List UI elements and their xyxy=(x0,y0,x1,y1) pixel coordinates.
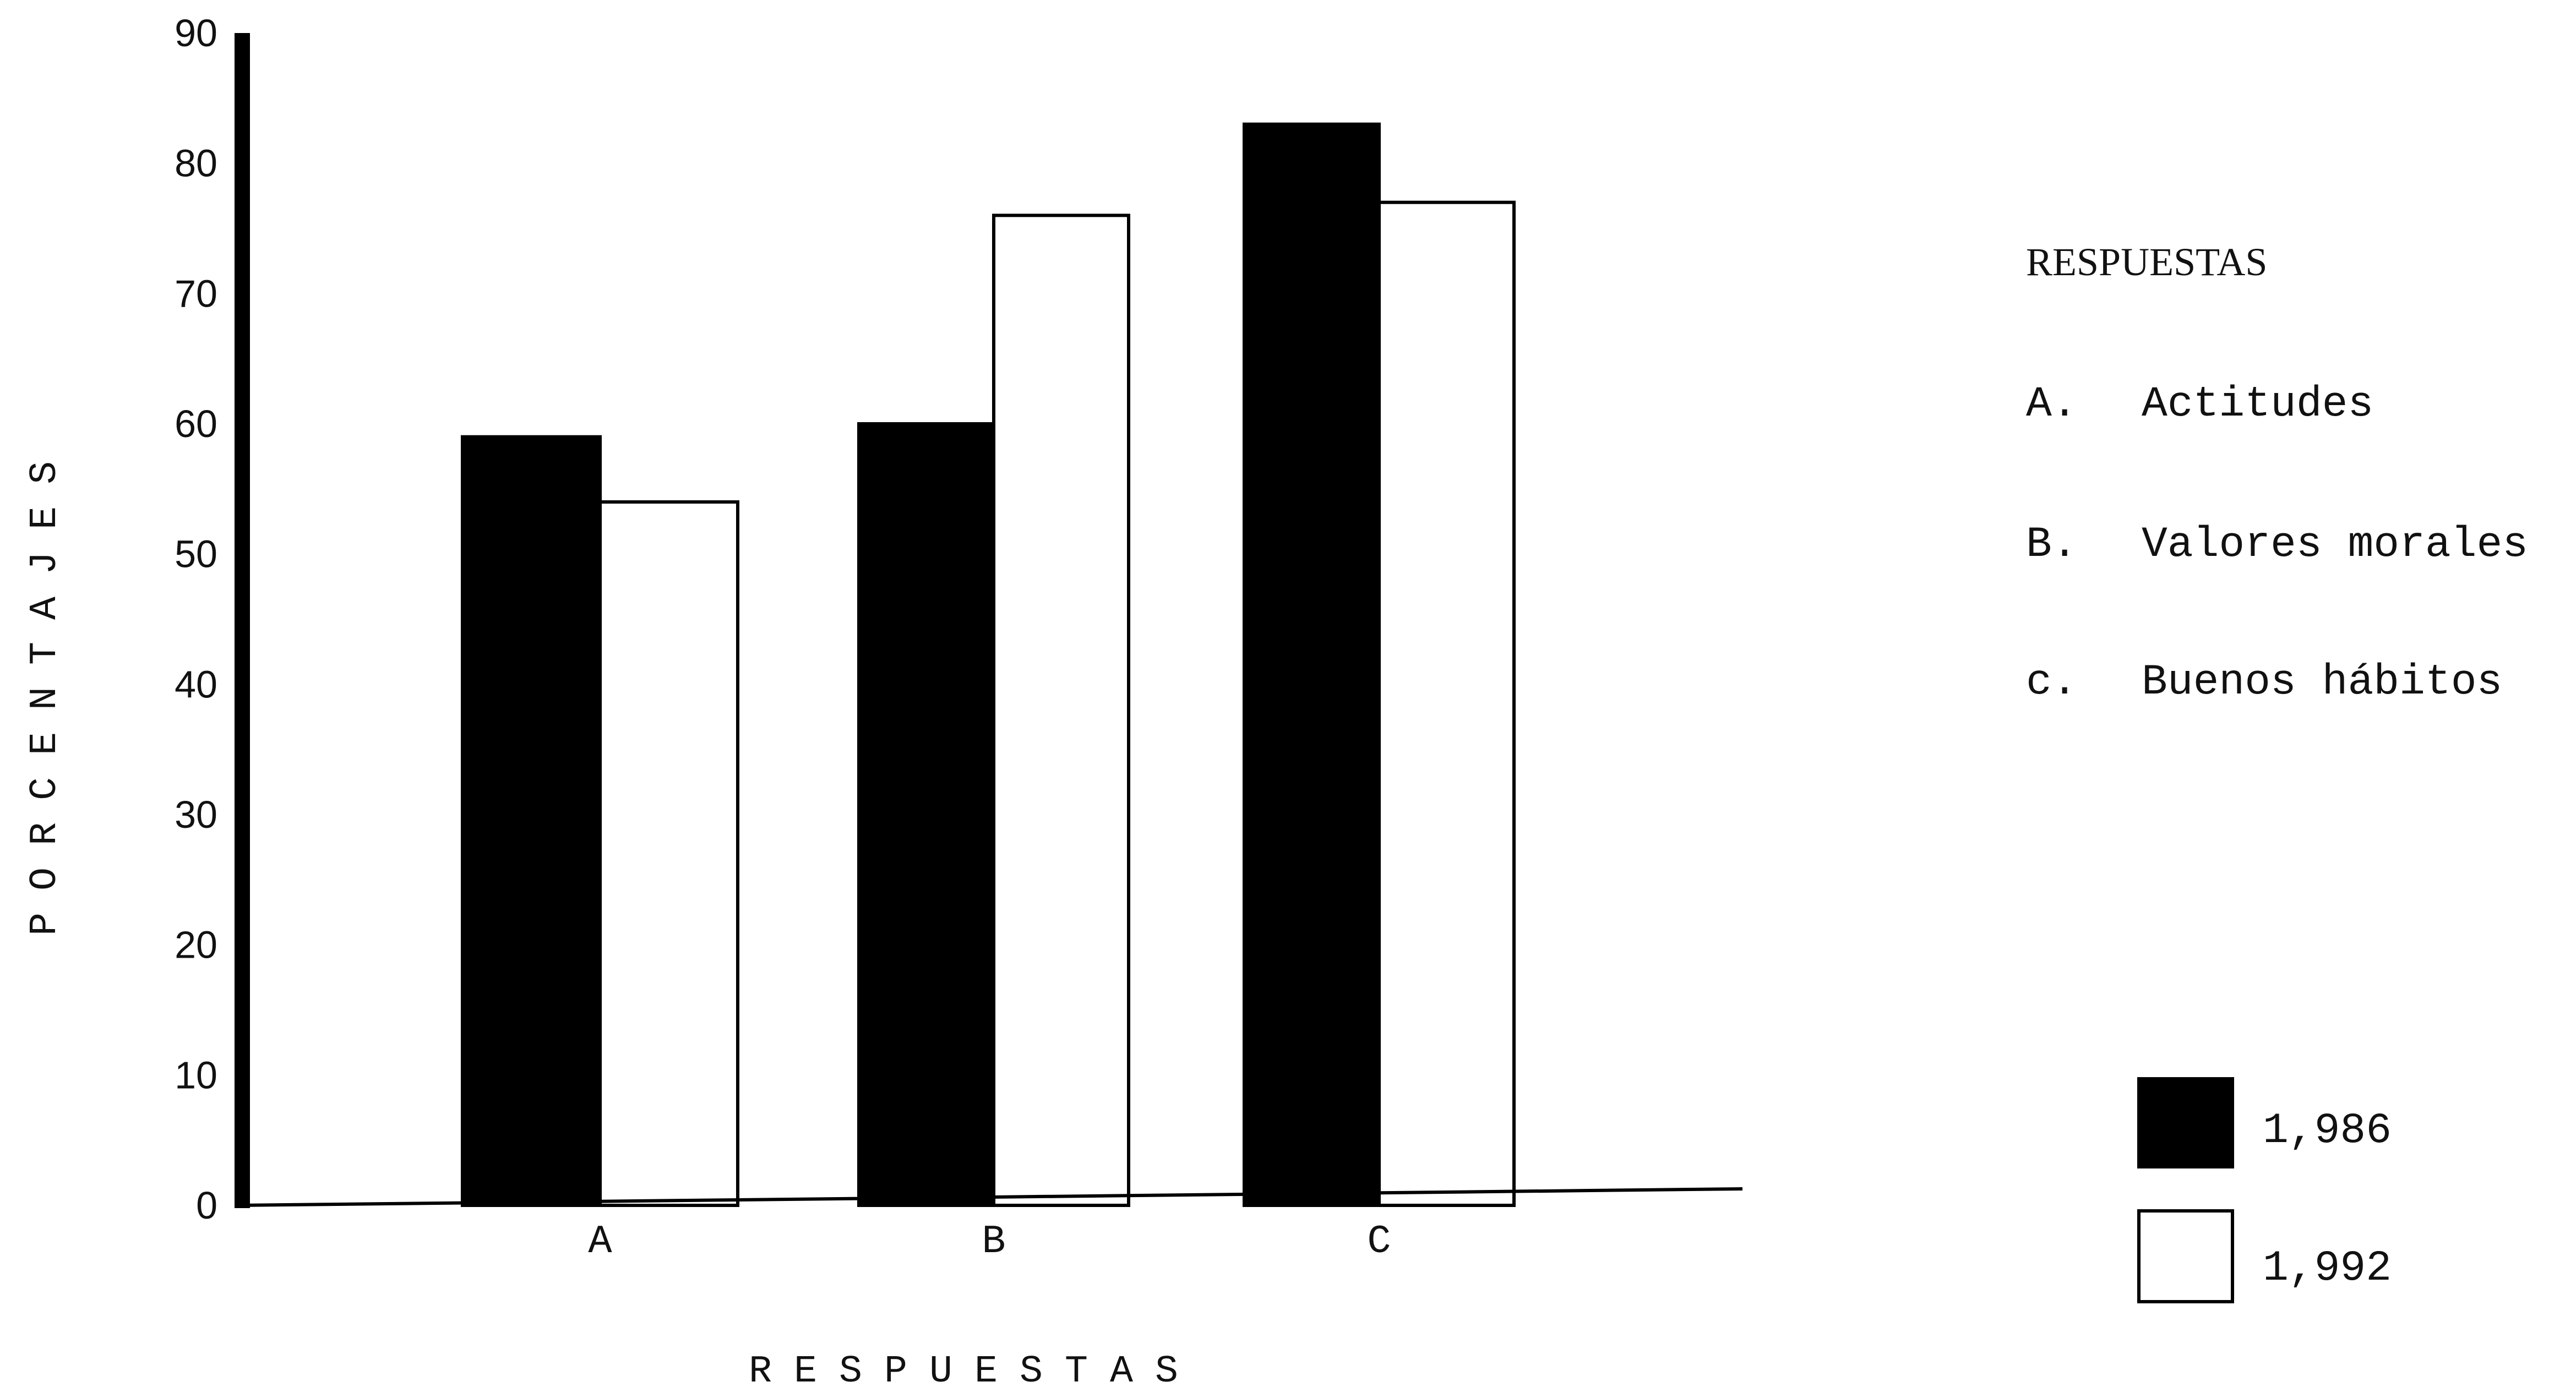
x-tick-label: A xyxy=(588,1219,612,1264)
x-tick-label: B xyxy=(982,1219,1005,1264)
y-tick-label: 20 xyxy=(175,924,217,966)
y-tick-labels: 0 10 20 30 40 50 60 70 80 90 xyxy=(175,12,217,1227)
bars-group xyxy=(461,122,1516,1208)
key-item-a-letter: A. xyxy=(2026,380,2078,429)
x-axis xyxy=(236,1187,1743,1207)
y-tick-label: 70 xyxy=(175,272,217,315)
y-tick-label: 80 xyxy=(175,142,217,185)
category-key: RESPUESTAS A. Actitudes B. Valores moral… xyxy=(2026,240,2528,707)
bar-A-1,992 xyxy=(598,500,739,1207)
legend-swatch-1986 xyxy=(2137,1077,2234,1168)
key-item-a-text: Actitudes xyxy=(2142,380,2373,429)
x-tick-labels: A B C xyxy=(588,1219,1391,1264)
key-item-c-text: Buenos hábitos xyxy=(2142,658,2502,707)
axes-group xyxy=(235,33,1743,1208)
key-item-b-letter: B. xyxy=(2026,521,2078,569)
legend-label-1992: 1,992 xyxy=(2263,1244,2392,1293)
y-tick-label: 60 xyxy=(175,402,217,445)
y-tick-label: 90 xyxy=(175,12,217,54)
key-item-b: B. Valores morales xyxy=(2026,521,2528,569)
bar-A-1,986 xyxy=(461,435,602,1208)
key-item-b-text: Valores morales xyxy=(2142,521,2528,569)
y-tick-label: 30 xyxy=(175,793,217,836)
y-axis-title: PORCENTAJES xyxy=(24,439,67,936)
series-legend: 1,986 1,992 xyxy=(2137,1077,2392,1303)
legend-label-1986: 1,986 xyxy=(2263,1107,2392,1155)
bar-C-1,986 xyxy=(1243,122,1381,1208)
x-axis-title: RESPUESTAS xyxy=(749,1350,1200,1394)
y-tick-label: 40 xyxy=(175,663,217,706)
y-tick-label: 50 xyxy=(175,533,217,576)
bar-B-1,992 xyxy=(992,214,1130,1207)
legend-swatch-1992 xyxy=(2137,1209,2234,1303)
key-item-c: c. Buenos hábitos xyxy=(2026,658,2502,707)
bar-B-1,986 xyxy=(857,422,995,1207)
key-item-c-letter: c. xyxy=(2026,658,2078,707)
x-tick-label: C xyxy=(1367,1219,1391,1264)
key-item-a: A. Actitudes xyxy=(2026,380,2373,429)
bar-C-1,992 xyxy=(1377,200,1516,1208)
y-tick-label: 0 xyxy=(196,1184,217,1227)
key-title: RESPUESTAS xyxy=(2026,240,2267,284)
y-tick-label: 10 xyxy=(175,1053,217,1096)
